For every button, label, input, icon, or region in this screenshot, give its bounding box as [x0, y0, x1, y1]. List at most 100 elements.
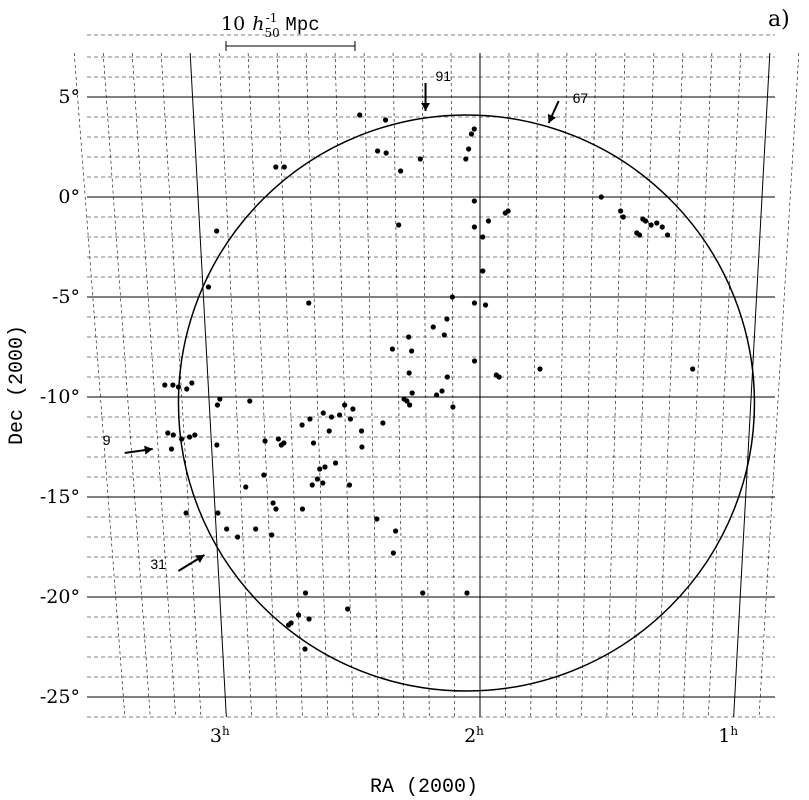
galaxy-point [407, 402, 413, 408]
galaxy-point [189, 380, 195, 386]
ra-minor-meridian [392, 52, 405, 718]
galaxy-point [345, 606, 351, 612]
galaxy-point [690, 366, 696, 372]
annotation-label: 9 [103, 432, 111, 448]
galaxy-point [302, 646, 308, 652]
annotation-label: 91 [436, 68, 452, 84]
galaxy-point [347, 416, 354, 422]
ra-minor-meridian [682, 52, 713, 718]
ra-minor-meridian [247, 52, 278, 718]
galaxy-point [358, 428, 365, 434]
galaxy-point [168, 446, 175, 452]
ra-minor-meridian [363, 52, 379, 718]
scale-bar-h: h [252, 13, 264, 35]
galaxy-point [444, 316, 450, 322]
galaxy-point [450, 404, 456, 410]
galaxy-point [439, 388, 445, 394]
scale-bar-h-sup: -1 [266, 11, 278, 25]
y-tick-label: 5° [58, 86, 80, 108]
panel-label: a) [768, 7, 790, 32]
galaxy-point [468, 131, 475, 137]
galaxy-point [306, 616, 312, 622]
galaxy-point [401, 396, 407, 402]
annotation-arrow-head [421, 103, 431, 111]
galaxy-point [417, 156, 423, 162]
galaxy-point [640, 216, 646, 222]
galaxy-point [398, 168, 404, 174]
galaxy-point [392, 528, 399, 534]
galaxy-point [636, 232, 643, 238]
galaxy-point [408, 348, 415, 354]
galaxy-point [273, 164, 279, 170]
galaxy-point [389, 346, 396, 352]
annotation-label: 31 [150, 556, 166, 572]
ra-minor-meridian [102, 52, 151, 718]
ra-minor-meridian [73, 52, 126, 718]
galaxy-point [618, 208, 624, 214]
ra-minor-meridian [581, 52, 597, 718]
annotation-arrow-head [547, 113, 557, 123]
galaxy-point [175, 384, 182, 390]
galaxy-point [350, 406, 356, 412]
galaxy-point [235, 534, 241, 540]
ra-minor-meridian [530, 52, 539, 718]
ra-minor-meridian [131, 52, 176, 718]
galaxy-point [170, 382, 176, 388]
galaxy-point [326, 428, 332, 434]
galaxy-point [299, 506, 306, 512]
ra-minor-meridian [707, 52, 742, 718]
galaxy-point [262, 438, 268, 444]
galaxy-point [270, 500, 276, 506]
galaxy-point [390, 550, 396, 556]
survey-circle [177, 114, 756, 692]
ra-minor-meridian [334, 52, 354, 718]
y-tick-label: -20° [40, 586, 80, 608]
galaxy-point [383, 150, 389, 156]
x-axis-label: RA (2000) [370, 776, 478, 799]
galaxy-point [281, 164, 287, 170]
galaxy-point [441, 332, 447, 338]
galaxy-point [320, 410, 326, 416]
galaxy-point [295, 612, 302, 618]
galaxy-point [502, 210, 508, 216]
ra-minor-meridian [606, 52, 626, 718]
galaxy-point [480, 234, 486, 240]
galaxy-point [464, 590, 470, 596]
y-tick-label: -5° [52, 286, 80, 308]
coordinate-grid [73, 52, 800, 718]
galaxy-point [409, 390, 415, 396]
galaxy-point [346, 482, 353, 488]
y-tick-label: -15° [40, 486, 80, 508]
galaxy-point [214, 442, 220, 448]
scale-bar-h-sub: 50 [264, 26, 279, 40]
galaxy-point [170, 432, 176, 438]
galaxy-point [396, 222, 402, 228]
ra-minor-meridian [450, 52, 455, 718]
ra-minor-meridian [160, 52, 202, 718]
galaxy-point [247, 398, 253, 404]
ra-minor-meridian [276, 52, 303, 718]
galaxy-point [374, 516, 380, 522]
galaxy-point [224, 526, 230, 532]
ra-minor-meridian [631, 52, 655, 718]
galaxy-point [420, 590, 426, 596]
ra-major-meridian [189, 52, 227, 718]
galaxy-point [302, 590, 309, 596]
galaxy-point [186, 434, 193, 440]
galaxy-point [620, 214, 626, 220]
y-tick-label: -25° [40, 686, 80, 708]
galaxy-point [482, 302, 489, 308]
galaxy-point [664, 232, 671, 238]
galaxy-point [320, 480, 326, 486]
galaxy-point [179, 436, 185, 442]
ra-minor-meridian [657, 52, 684, 718]
y-axis-label: Dec (2000) [6, 325, 29, 445]
galaxy-point [406, 334, 412, 340]
galaxy-point [299, 422, 305, 428]
galaxy-point [471, 126, 477, 132]
x-tick-label: 1h [718, 724, 738, 747]
galaxy-point [243, 484, 249, 490]
galaxy-point [659, 224, 665, 230]
annotation-arrow-head [195, 555, 205, 564]
ra-minor-meridian [421, 52, 430, 718]
